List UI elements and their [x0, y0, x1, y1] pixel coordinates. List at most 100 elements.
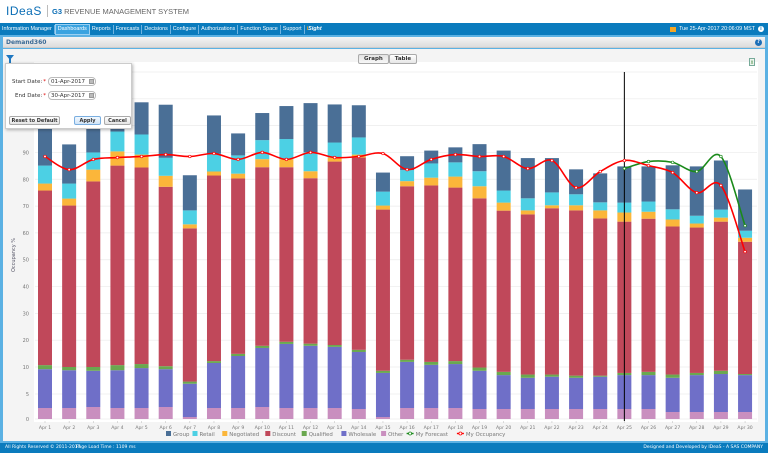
nav-authorizations[interactable]: Authorizations	[199, 24, 239, 34]
my-occupancy-point	[719, 183, 723, 188]
legend-label-my-forecast: My Forecast	[416, 432, 448, 438]
table-button[interactable]: Table	[388, 54, 418, 64]
x-tick-label: Apr 16	[399, 425, 414, 431]
y-tick-label: 5	[26, 392, 29, 398]
y-axis-title: Occupancy %	[11, 238, 17, 272]
bar-segment-qualified	[424, 361, 439, 365]
bar-segment-discount	[641, 218, 656, 372]
filter-icon[interactable]	[6, 55, 14, 63]
nav-function-space[interactable]: Function Space	[238, 24, 281, 34]
nav-status: Tue 25-Apr-2017 20:06:09 MST i	[670, 23, 764, 35]
bar-segment-negotiated	[327, 157, 342, 162]
start-date-input[interactable]: 01-Apr-2017	[48, 77, 96, 86]
x-tick-label: Apr 2	[63, 425, 75, 431]
nav-decisions[interactable]: Decisions	[142, 24, 171, 34]
bar-segment-group	[231, 133, 246, 156]
bar-segment-wholesale	[303, 345, 318, 408]
bar-segment-wholesale	[448, 364, 463, 408]
my-occupancy-point	[429, 157, 433, 162]
nav-reports[interactable]: Reports	[90, 24, 114, 34]
bar-segment-qualified	[38, 365, 52, 370]
bar-segment-wholesale	[38, 369, 52, 408]
x-tick-label: Apr 19	[472, 425, 487, 431]
info-icon[interactable]: i	[758, 26, 764, 32]
bar-segment-negotiated	[689, 223, 704, 228]
nav-dashboards[interactable]: Dashboards	[54, 23, 90, 35]
bar-segment-qualified	[351, 349, 366, 352]
excel-export-icon[interactable]: X	[749, 58, 755, 66]
nav-information-manager[interactable]: Information Manager	[0, 24, 55, 34]
my-occupancy-point	[212, 151, 216, 156]
y-tick-label: 50	[23, 258, 29, 264]
my-occupancy-point	[357, 154, 361, 159]
help-icon[interactable]: ?	[755, 39, 762, 46]
legend-swatch-negotiated	[222, 431, 228, 436]
designed-by: Designed and Developed by IDeaS - A SAS …	[643, 445, 763, 450]
bar-segment-wholesale	[110, 370, 125, 408]
bar-segment-wholesale	[569, 377, 584, 409]
bar-segment-qualified	[134, 364, 149, 369]
bar-segment-qualified	[689, 372, 704, 376]
x-tick-label: Apr 1	[39, 425, 51, 431]
legend-label-retail: Retail	[200, 432, 215, 438]
nav-configure[interactable]: Configure	[171, 24, 200, 34]
bar-segment-negotiated	[38, 183, 52, 191]
bar-segment-group	[351, 105, 366, 138]
bar-segment-qualified	[472, 367, 487, 371]
cancel-button[interactable]: Cancel	[104, 116, 131, 125]
bar-segment-negotiated	[496, 202, 511, 211]
bar-segment-other	[86, 407, 101, 419]
y-tick-label: 40	[23, 285, 29, 291]
copyright: All Rights Reserved © 2011-2017	[5, 445, 81, 450]
my-occupancy-point	[139, 154, 144, 159]
my-occupancy-point	[574, 185, 578, 190]
bar-segment-wholesale	[351, 351, 366, 409]
nav-forecasts[interactable]: Forecasts	[114, 24, 143, 34]
ideas-logo: IDeaS	[6, 4, 42, 18]
graph-button[interactable]: Graph	[358, 54, 389, 64]
reset-to-default-button[interactable]: Reset to Default	[9, 116, 60, 125]
my-occupancy-point	[308, 150, 313, 155]
x-tick-label: Apr 28	[689, 425, 704, 431]
bar-segment-other	[544, 409, 559, 419]
bar-segment-retail	[38, 165, 52, 184]
legend-label-group: Group	[173, 432, 190, 438]
bar-segment-negotiated	[665, 219, 680, 227]
bar-segment-other	[279, 408, 294, 419]
bar-segment-retail	[544, 192, 559, 206]
bar-segment-qualified	[182, 381, 197, 384]
insight-prefix: i	[306, 26, 309, 32]
x-tick-label: Apr 24	[593, 425, 608, 431]
legend-marker-my-occupancy	[458, 431, 463, 436]
bar-segment-group	[496, 150, 511, 191]
bar-segment-discount	[62, 205, 77, 367]
bar-segment-wholesale	[231, 356, 246, 408]
bar-segment-qualified	[279, 341, 294, 344]
my-occupancy-point	[646, 163, 651, 168]
my-forecast-point	[622, 166, 627, 171]
bar-segment-qualified	[231, 353, 246, 357]
bar-segment-group	[206, 115, 221, 154]
bar-segment-other	[424, 408, 439, 419]
end-date-input[interactable]: 30-Apr-2017	[48, 91, 96, 100]
x-tick-label: Apr 29	[713, 425, 728, 431]
flag-icon[interactable]	[670, 26, 677, 32]
x-tick-label: Apr 5	[135, 425, 147, 431]
nav-support[interactable]: Support	[281, 24, 305, 34]
bar-segment-retail	[158, 157, 173, 176]
bar-segment-retail	[448, 162, 463, 177]
bar-segment-retail	[182, 210, 197, 225]
calendar-icon[interactable]	[89, 93, 94, 98]
bar-segment-retail	[569, 194, 584, 206]
x-tick-label: Apr 23	[568, 425, 583, 431]
apply-button[interactable]: Apply	[74, 116, 101, 125]
y-tick-label: 60	[23, 231, 29, 237]
bar-segment-retail	[62, 183, 77, 199]
logo-divider	[47, 5, 48, 17]
bar-segment-qualified	[158, 366, 173, 370]
bar-segment-negotiated	[62, 198, 77, 206]
main-nav: Information Manager Dashboards Reports F…	[0, 23, 768, 35]
x-tick-label: Apr 4	[111, 425, 123, 431]
nav-insight[interactable]: iSight	[305, 26, 322, 32]
calendar-icon[interactable]	[89, 79, 94, 84]
